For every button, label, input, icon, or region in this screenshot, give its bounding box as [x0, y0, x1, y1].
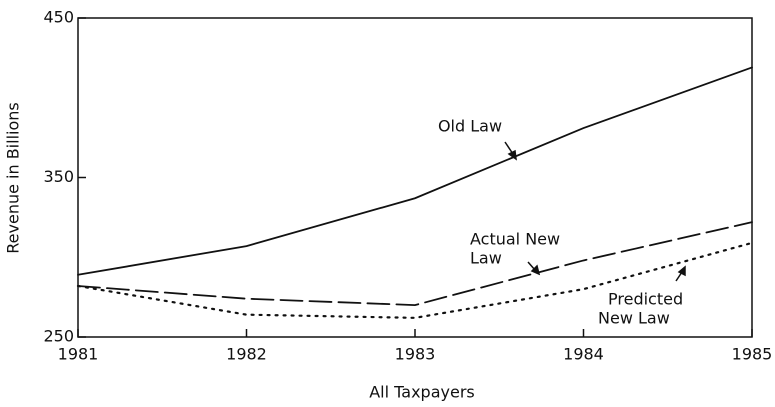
- x-tick-label: 1981: [58, 345, 99, 364]
- annotation: New Law: [598, 309, 670, 328]
- series-line: [77, 221, 753, 307]
- y-tick-label: 250: [43, 327, 74, 346]
- y-tick-label: 450: [43, 8, 74, 27]
- annotation: Predicted: [608, 290, 683, 309]
- annotation: Law: [470, 249, 502, 268]
- series-line: [77, 66, 753, 276]
- annotation: Old Law: [438, 117, 502, 136]
- arrows: [504, 141, 686, 282]
- x-tick-label: 1983: [395, 345, 436, 364]
- arrowhead: [677, 265, 686, 277]
- x-tick-label: 1985: [732, 345, 773, 364]
- x-axis-label: All Taxpayers: [369, 383, 475, 402]
- y-tick-label: 350: [43, 167, 74, 186]
- series-line: [76, 241, 754, 319]
- x-tick-label: 1982: [226, 345, 267, 364]
- y-axis-label: Revenue in Billions: [4, 102, 23, 253]
- x-tick-label: 1984: [563, 345, 604, 364]
- annotation: Actual New: [470, 230, 560, 249]
